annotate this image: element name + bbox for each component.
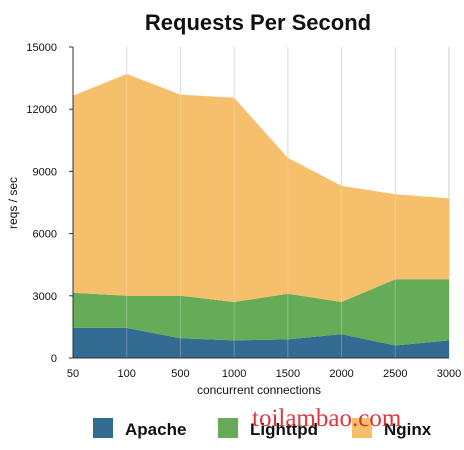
watermark-text: toilambao.com xyxy=(252,405,402,432)
legend-swatch-apache xyxy=(93,418,113,438)
y-tick-label: 0 xyxy=(51,353,57,365)
y-axis-label: reqs / sec xyxy=(6,177,20,229)
y-tick-label: 6000 xyxy=(33,229,57,241)
y-tick-label: 9000 xyxy=(33,166,57,178)
x-tick-label: 1500 xyxy=(276,368,300,380)
series-areas xyxy=(73,47,449,358)
y-tick-label: 3000 xyxy=(33,291,57,303)
legend: Apache Lighttpd Nginx xyxy=(93,418,432,439)
x-tick-labels: 50 100 500 1000 1500 2000 2500 3000 xyxy=(67,368,461,380)
x-tick-label: 50 xyxy=(67,368,79,380)
area-apache xyxy=(73,327,449,358)
legend-label-lighttpd: Lighttpd xyxy=(250,420,318,439)
legend-label-apache: Apache xyxy=(125,420,186,439)
x-tick-label: 2500 xyxy=(383,368,407,380)
x-tick-label: 3000 xyxy=(437,368,461,380)
legend-swatch-lighttpd xyxy=(218,418,238,438)
x-tick-label: 2000 xyxy=(329,368,353,380)
legend-swatch-nginx xyxy=(352,418,372,438)
y-tick-label: 15000 xyxy=(26,42,57,54)
x-tick-label: 100 xyxy=(118,368,136,380)
y-tick-labels: 0 3000 6000 9000 12000 15000 xyxy=(26,42,57,365)
area-nginx xyxy=(73,73,449,303)
x-tick-label: 500 xyxy=(171,368,189,380)
legend-label-nginx: Nginx xyxy=(384,420,432,439)
area-lighttpd xyxy=(73,279,449,346)
y-tick-label: 12000 xyxy=(26,104,57,116)
chart-title: Requests Per Second xyxy=(145,10,371,35)
x-tick-label: 1000 xyxy=(222,368,246,380)
axes xyxy=(69,46,449,359)
x-axis-label: concurrent connections xyxy=(197,383,321,397)
